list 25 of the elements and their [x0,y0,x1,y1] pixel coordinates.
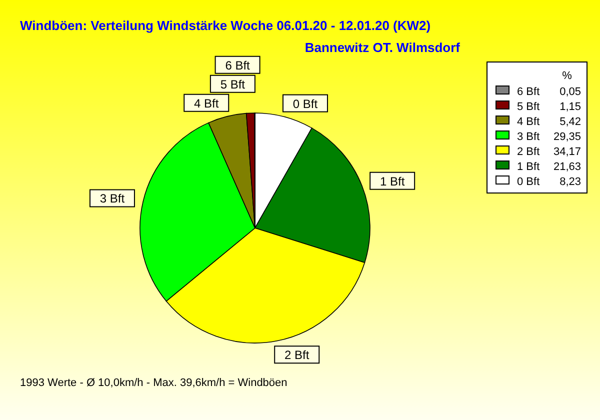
chart-title: Windböen: Verteilung Windstärke Woche 06.01.20 - 12.01.20 (KW2) [20,18,431,33]
slice-label: 6 Bft [225,58,251,72]
legend-title: % [562,70,572,82]
data-label: 34,17 [553,146,581,158]
legend-label: 2 Bft [517,146,540,158]
slice-label: 2 Bft [284,348,310,362]
data-label: 0,05 [560,86,581,98]
slice-label: 3 Bft [100,192,126,206]
data-label: 8,23 [560,176,581,188]
data-label: 1,15 [560,101,581,113]
text: 1993 Werte - Ø 10,0km/h - Max. 39,6km/h = Windböen [20,377,288,389]
legend-label: 5 Bft [517,101,540,113]
legend-label: 0 Bft [517,176,540,188]
chart-subtitle: Bannewitz OT. Wilmsdorf [304,40,461,55]
legend-label: 1 Bft [517,161,540,173]
slice-label: 1 Bft [380,174,406,188]
slice-label: 5 Bft [220,77,246,92]
legend-label: 4 Bft [517,116,540,128]
data-label: 21,63 [553,161,581,173]
data-label: 29,35 [553,131,581,143]
slice-label: 0 Bft [292,96,318,111]
slice-label: 4 Bft [194,96,220,110]
legend-label: 6 Bft [517,86,540,98]
data-label: 5,42 [560,116,581,128]
legend-label: 3 Bft [517,131,540,143]
